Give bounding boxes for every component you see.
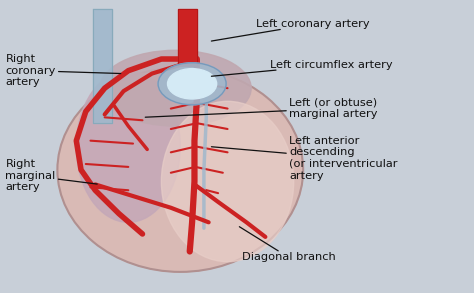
Ellipse shape	[161, 101, 294, 262]
Circle shape	[167, 69, 217, 99]
Text: Right
marginal
artery: Right marginal artery	[5, 159, 97, 192]
Text: Right
coronary
artery: Right coronary artery	[5, 54, 121, 87]
Text: Left (or obtuse)
marginal artery: Left (or obtuse) marginal artery	[145, 98, 377, 119]
Polygon shape	[178, 9, 197, 65]
Ellipse shape	[57, 68, 303, 272]
Ellipse shape	[100, 50, 251, 126]
Ellipse shape	[76, 71, 180, 222]
Text: Left circumflex artery: Left circumflex artery	[211, 60, 392, 76]
Polygon shape	[93, 9, 112, 123]
Text: Left coronary artery: Left coronary artery	[211, 19, 370, 41]
Circle shape	[158, 63, 226, 105]
Text: Left anterior
descending
(or interventricular
artery: Left anterior descending (or interventri…	[211, 136, 398, 180]
Text: Diagonal branch: Diagonal branch	[239, 227, 336, 262]
